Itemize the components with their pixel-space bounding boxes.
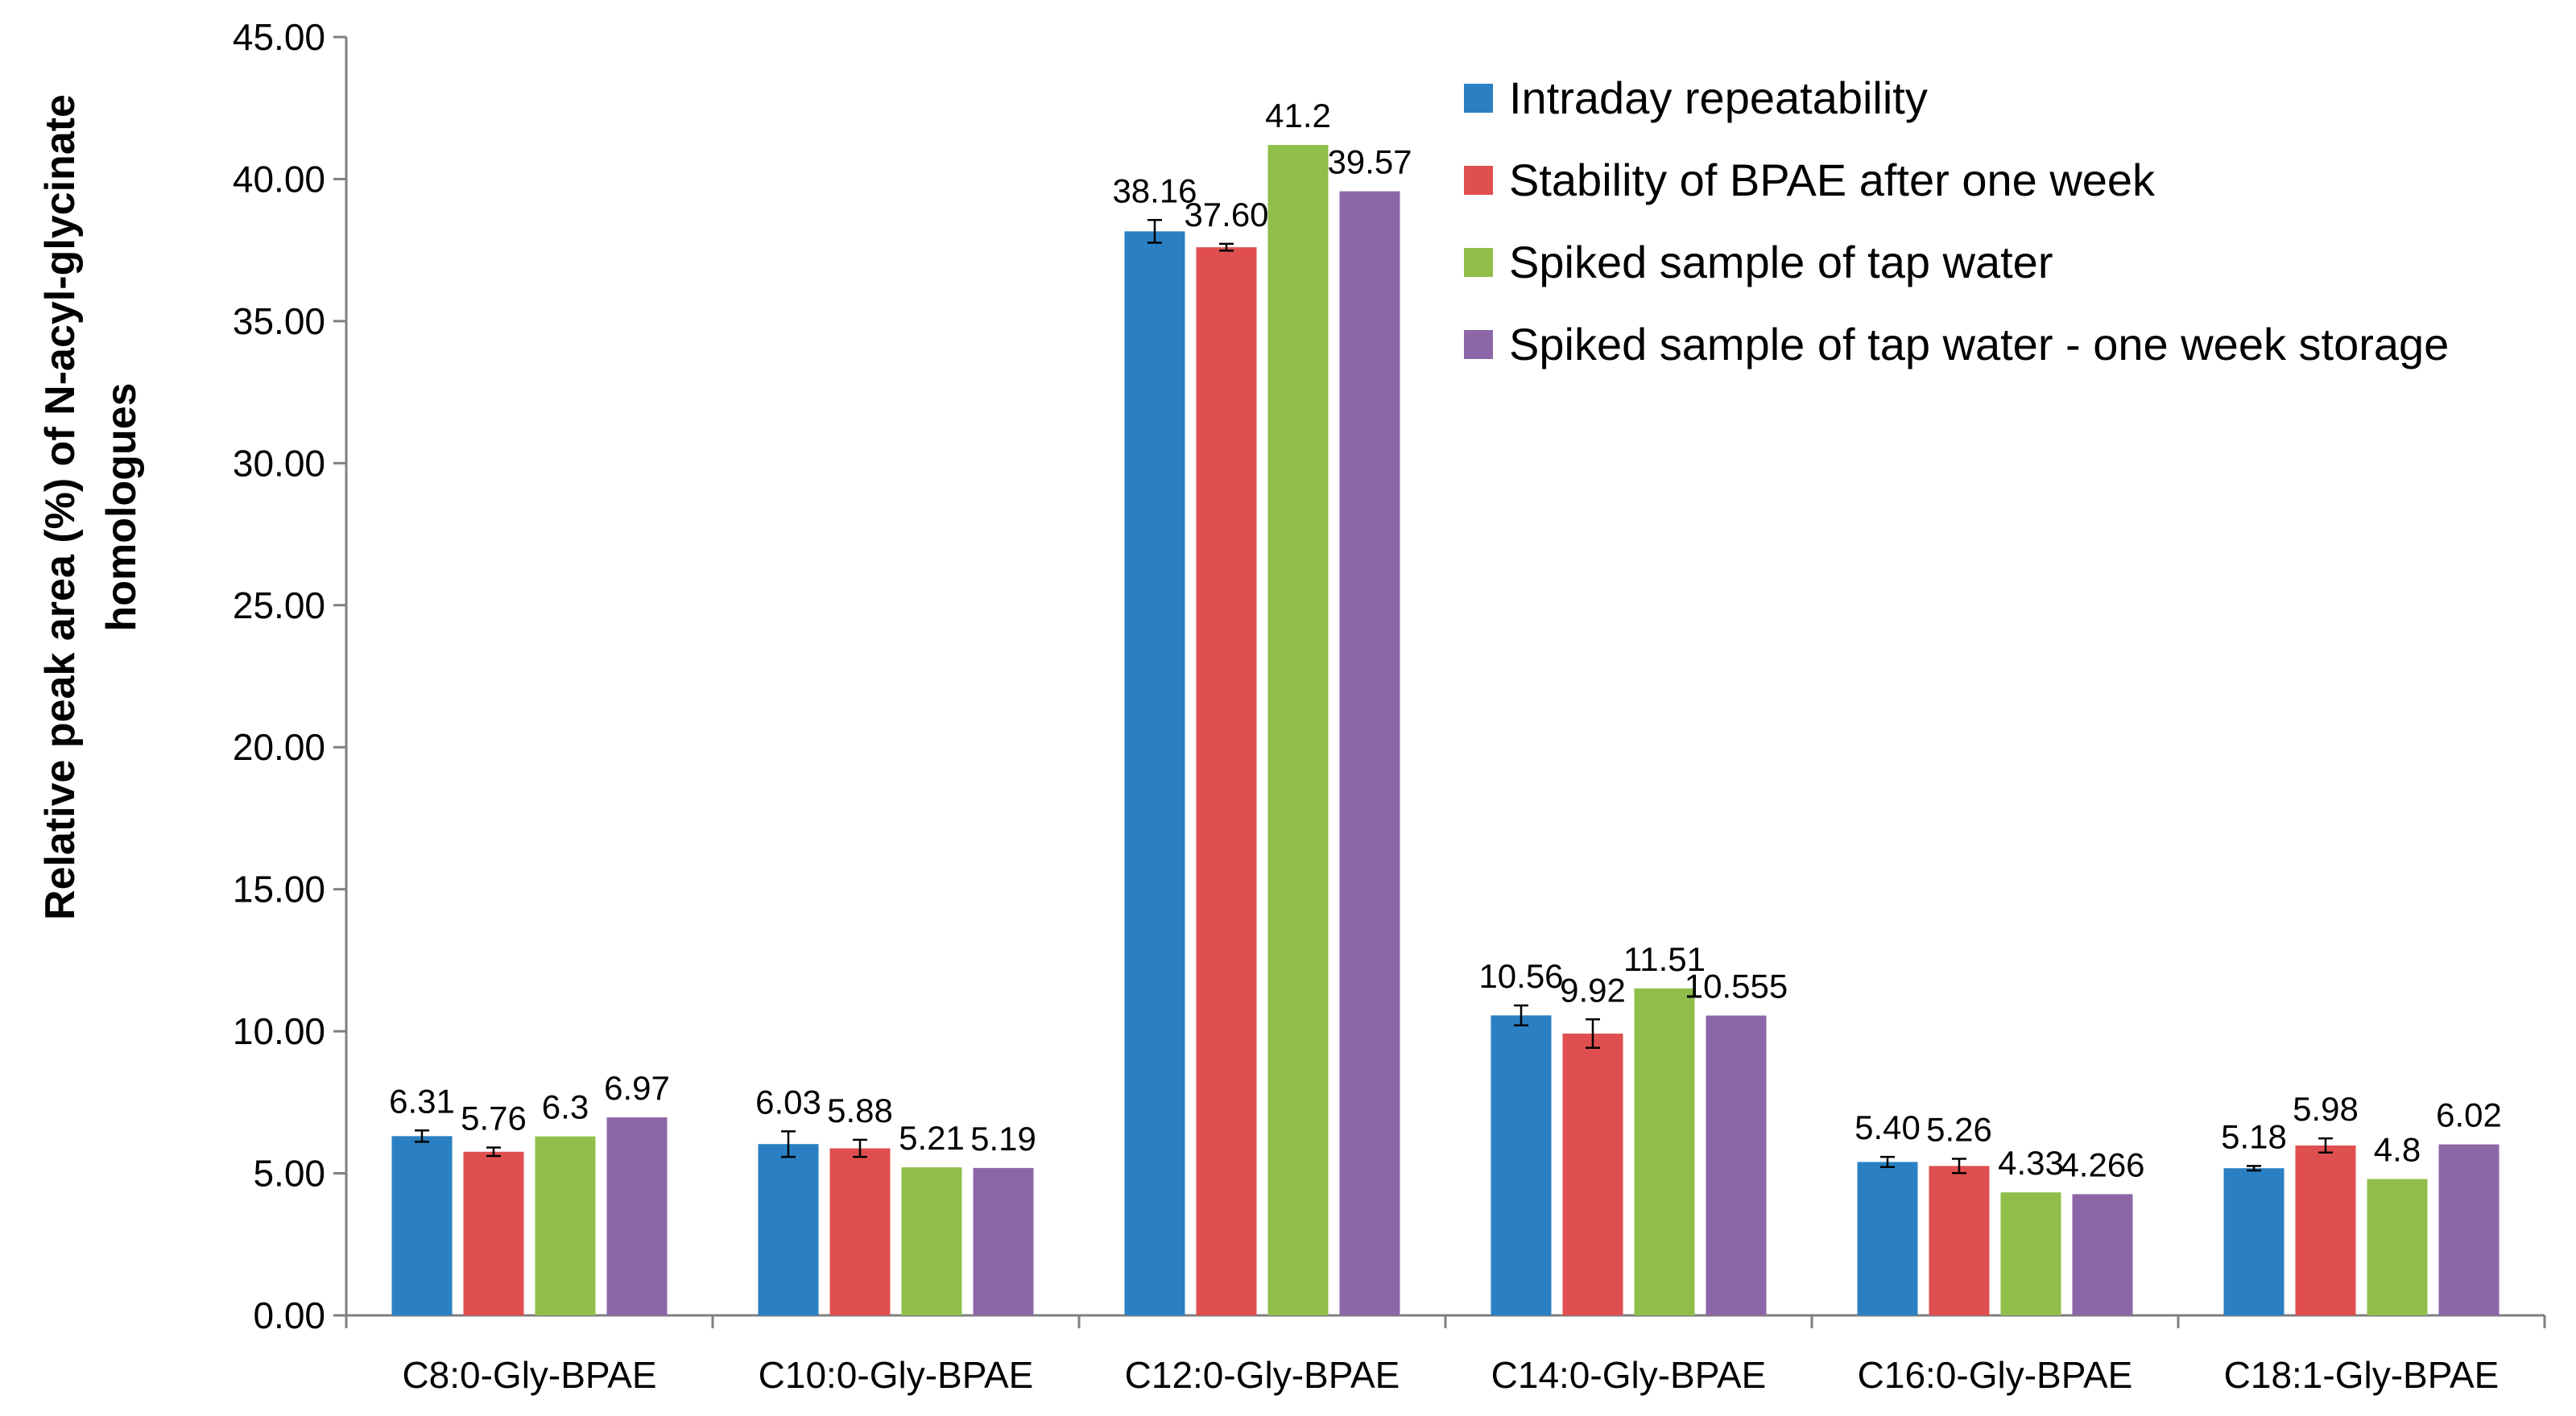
bar-series-4-C8:0-Gly-BPAE — [606, 1117, 668, 1315]
y-axis-title-line-1: Relative peak area (%) of N-acyl-glycina… — [37, 94, 84, 920]
data-label: 10.555 — [1685, 968, 1788, 1005]
bar-series-1-C8:0-Gly-BPAE — [391, 1136, 453, 1315]
bar-series-2-C18:1-Gly-BPAE — [2295, 1145, 2356, 1315]
x-category-label: C16:0-Gly-BPAE — [1858, 1354, 2133, 1396]
bar-series-2-C14:0-Gly-BPAE — [1562, 1033, 1623, 1315]
bar-series-1-C18:1-Gly-BPAE — [2223, 1168, 2284, 1315]
data-label: 6.03 — [755, 1083, 821, 1121]
data-label: 5.40 — [1854, 1108, 1921, 1146]
y-tick-label: 20.00 — [233, 726, 325, 768]
data-label: 4.33 — [1998, 1144, 2064, 1182]
bar-series-2-C10:0-Gly-BPAE — [829, 1148, 891, 1315]
bar-series-2-C12:0-Gly-BPAE — [1196, 247, 1257, 1315]
y-tick-label: 40.00 — [233, 158, 325, 200]
y-tick-label: 5.00 — [253, 1153, 325, 1195]
data-labels: 6.31 6.03 38.16 10.56 5.40 5.18 5.76 5.88 37.60 9… — [389, 97, 2502, 1183]
bar-series-3-C8:0-Gly-BPAE — [535, 1136, 596, 1315]
data-label: 6.97 — [604, 1069, 670, 1107]
bars — [391, 145, 2500, 1316]
data-label: 37.60 — [1184, 196, 1268, 233]
bar-series-1-C16:0-Gly-BPAE — [1857, 1162, 1918, 1315]
y-axis-title: Relative peak area (%) of N-acyl-glycina… — [37, 94, 145, 920]
bar-series-3-C10:0-Gly-BPAE — [901, 1167, 962, 1315]
y-tick-label: 10.00 — [233, 1010, 325, 1052]
data-label: 5.18 — [2221, 1117, 2287, 1155]
data-label: 10.56 — [1478, 957, 1563, 995]
data-label: 11.51 — [1623, 940, 1706, 978]
data-label: 41.2 — [1265, 97, 1331, 134]
data-label: 6.02 — [2436, 1096, 2502, 1134]
data-label: 5.76 — [461, 1099, 527, 1137]
data-label: 5.88 — [827, 1092, 893, 1129]
bar-series-4-C14:0-Gly-BPAE — [1706, 1015, 1767, 1315]
legend-label-2: Stability of BPAE after one week — [1509, 155, 2156, 205]
y-tick-label: 35.00 — [233, 300, 325, 342]
legend-label-1: Intraday repeatability — [1509, 72, 1928, 123]
data-label: 4.8 — [2374, 1131, 2421, 1169]
bar-series-2-C8:0-Gly-BPAE — [463, 1151, 524, 1315]
legend-swatch-3 — [1464, 248, 1493, 277]
x-axis: C8:0-Gly-BPAE C10:0-Gly-BPAE C12:0-Gly-BPA… — [345, 1314, 2546, 1396]
legend-label-4: Spiked sample of tap water - one week st… — [1509, 319, 2449, 369]
y-tick-label: 0.00 — [253, 1294, 325, 1336]
data-label: 5.98 — [2293, 1090, 2359, 1128]
x-category-label: C14:0-Gly-BPAE — [1491, 1354, 1767, 1396]
data-label: 6.31 — [389, 1082, 455, 1120]
data-label: 6.3 — [542, 1088, 589, 1126]
legend: Intraday repeatability Stability of BPAE … — [1464, 72, 2449, 369]
bar-series-4-C12:0-Gly-BPAE — [1339, 191, 1400, 1316]
data-label: 39.57 — [1327, 143, 1412, 181]
data-label: 9.92 — [1560, 971, 1626, 1009]
bar-series-4-C10:0-Gly-BPAE — [973, 1167, 1034, 1315]
y-tick-label: 15.00 — [233, 869, 325, 910]
bar-series-4-C18:1-Gly-BPAE — [2438, 1144, 2500, 1315]
legend-label-3: Spiked sample of tap water — [1509, 237, 2053, 287]
bar-series-3-C16:0-Gly-BPAE — [2000, 1192, 2061, 1315]
data-label: 4.266 — [2060, 1146, 2144, 1183]
bar-series-1-C14:0-Gly-BPAE — [1491, 1015, 1552, 1315]
data-label: 5.19 — [970, 1120, 1036, 1158]
data-label: 5.26 — [1926, 1111, 1992, 1149]
bar-series-3-C14:0-Gly-BPAE — [1634, 988, 1695, 1315]
x-category-label: C10:0-Gly-BPAE — [759, 1354, 1034, 1396]
x-category-label: C8:0-Gly-BPAE — [402, 1354, 656, 1396]
bar-series-3-C18:1-Gly-BPAE — [2367, 1179, 2428, 1315]
y-tick-label: 45.00 — [233, 16, 325, 58]
bar-series-2-C16:0-Gly-BPAE — [1929, 1166, 1990, 1315]
y-tick-label: 30.00 — [233, 442, 325, 484]
bar-series-3-C12:0-Gly-BPAE — [1267, 145, 1329, 1315]
y-axis-title-line-2: homologues — [98, 382, 145, 631]
legend-swatch-4 — [1464, 330, 1493, 359]
bar-series-1-C12:0-Gly-BPAE — [1124, 231, 1185, 1316]
x-category-label: C18:1-Gly-BPAE — [2224, 1354, 2500, 1396]
bar-series-1-C10:0-Gly-BPAE — [758, 1144, 819, 1315]
x-category-label: C12:0-Gly-BPAE — [1125, 1354, 1400, 1396]
data-label: 5.21 — [899, 1119, 965, 1157]
y-axis: 0.00 5.00 10.00 15.00 20.00 25.00 30.00 35.00 40… — [233, 16, 348, 1336]
y-tick-label: 25.00 — [233, 584, 325, 626]
error-bars — [415, 219, 2333, 1174]
legend-swatch-1 — [1464, 84, 1493, 113]
legend-swatch-2 — [1464, 166, 1493, 195]
bar-series-4-C16:0-Gly-BPAE — [2072, 1194, 2133, 1315]
data-label: 38.16 — [1112, 171, 1197, 209]
